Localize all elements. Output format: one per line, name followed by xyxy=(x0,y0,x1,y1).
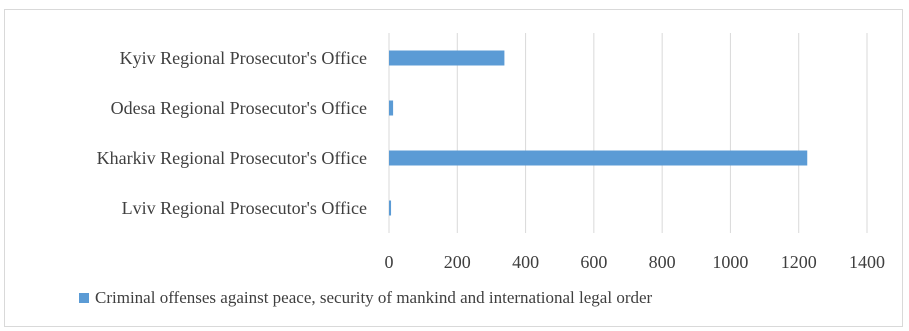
bar xyxy=(389,50,505,66)
bars xyxy=(389,50,808,216)
bar xyxy=(389,150,808,166)
category-label: Kyiv Regional Prosecutor's Office xyxy=(120,48,367,68)
x-tick-label: 400 xyxy=(512,252,539,272)
category-label: Lviv Regional Prosecutor's Office xyxy=(122,198,367,218)
x-tick-label: 200 xyxy=(444,252,471,272)
legend-label: Criminal offenses against peace, securit… xyxy=(95,288,653,307)
x-tick-label: 600 xyxy=(580,252,607,272)
x-tick-label: 800 xyxy=(649,252,676,272)
legend: Criminal offenses against peace, securit… xyxy=(79,288,653,307)
x-tick-label: 0 xyxy=(385,252,394,272)
legend-swatch xyxy=(79,293,89,303)
category-label: Kharkiv Regional Prosecutor's Office xyxy=(97,148,367,168)
category-labels: Kyiv Regional Prosecutor's Office Odesa R… xyxy=(97,48,367,218)
bar xyxy=(389,200,392,216)
bar xyxy=(389,100,394,116)
x-tick-label: 1000 xyxy=(712,252,748,272)
gridlines xyxy=(388,33,868,233)
x-tick-label: 1200 xyxy=(781,252,817,272)
category-label: Odesa Regional Prosecutor's Office xyxy=(111,98,367,118)
x-tick-label: 1400 xyxy=(849,252,885,272)
x-tick-labels: 0 200 400 600 800 1000 1200 1400 xyxy=(385,252,886,272)
